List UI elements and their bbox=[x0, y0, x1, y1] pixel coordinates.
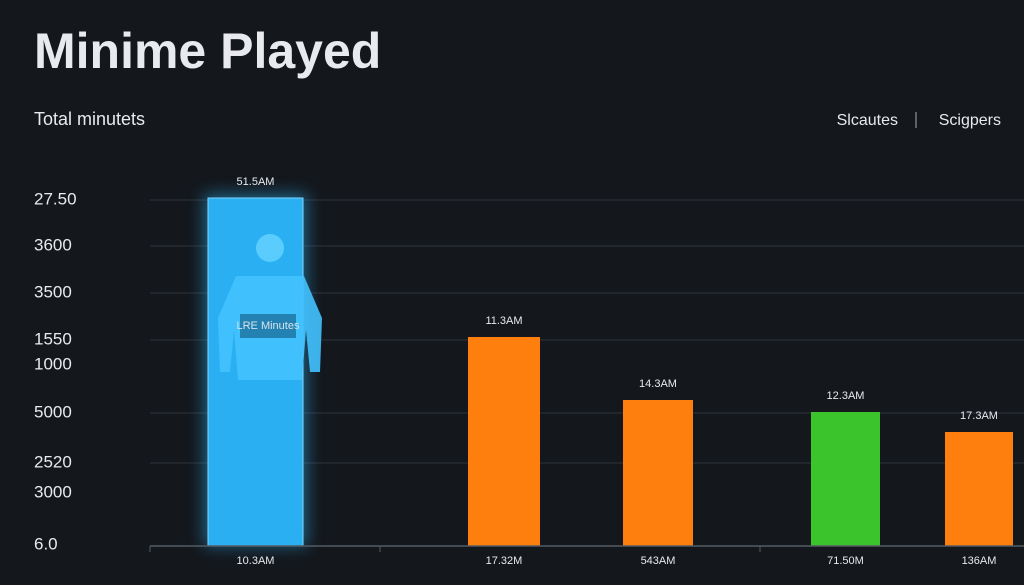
bar bbox=[945, 432, 1013, 546]
y-axis-label: 5000 bbox=[34, 402, 72, 421]
chart-title: Minime Played bbox=[34, 23, 381, 79]
plot-area: 27.50 3600 3500 1550 1000 5000 2520 3000 6.0 51.5… bbox=[34, 176, 1024, 567]
bar-value-label: 17.3AM bbox=[960, 410, 998, 422]
jersey-text: LRE Minutes bbox=[237, 320, 300, 332]
y-axis-label: 6.0 bbox=[34, 534, 58, 553]
x-axis-label: 71.50M bbox=[827, 555, 864, 567]
bar bbox=[623, 400, 693, 546]
bar bbox=[811, 412, 880, 546]
y-axis-label: 1550 bbox=[34, 329, 72, 348]
y-axis-label: 3600 bbox=[34, 235, 72, 254]
y-axis-label: 2520 bbox=[34, 452, 72, 471]
bar-value-label: 51.5AM bbox=[237, 176, 275, 188]
x-axis-label: 136AM bbox=[962, 555, 997, 567]
x-axis-label: 17.32M bbox=[486, 555, 523, 567]
bar-value-label: 14.3AM bbox=[639, 378, 677, 390]
player-head bbox=[256, 234, 284, 262]
legend-entry[interactable]: Slcautes bbox=[837, 112, 898, 129]
legend-entry[interactable]: Scigpers bbox=[939, 112, 1001, 129]
y-axis-label: 3000 bbox=[34, 482, 72, 501]
x-axis-label: 543AM bbox=[641, 555, 676, 567]
chart-subtitle: Total minutets bbox=[34, 109, 145, 129]
bar bbox=[468, 337, 540, 546]
jersey-badge bbox=[240, 314, 296, 338]
player-figure: LRE Minutes bbox=[218, 234, 322, 380]
y-axis-label: 27.50 bbox=[34, 189, 77, 208]
bar-value-label: 12.3AM bbox=[827, 390, 865, 402]
y-axis-label: 1000 bbox=[34, 354, 72, 373]
x-axis-label: 10.3AM bbox=[237, 555, 275, 567]
y-axis-label: 3500 bbox=[34, 282, 72, 301]
bar-value-label: 11.3AM bbox=[485, 315, 522, 327]
